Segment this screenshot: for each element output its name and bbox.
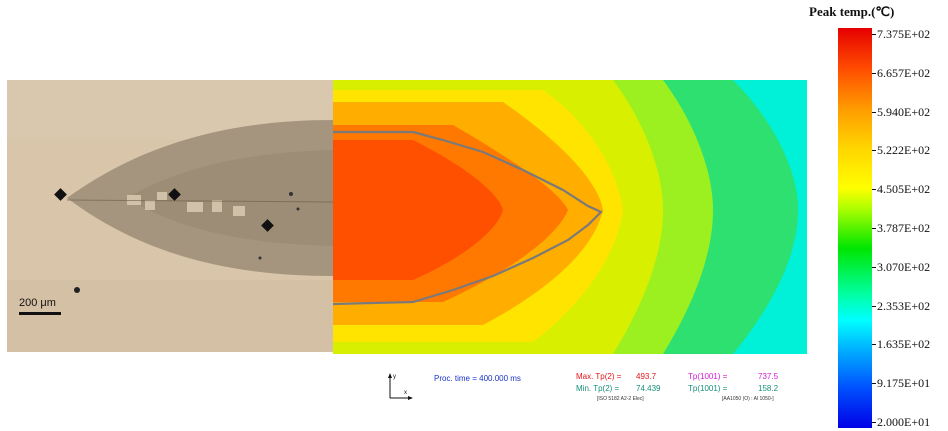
colorbar-tick — [872, 383, 876, 385]
colorbar-tick — [872, 72, 876, 74]
tp1001-min-value: 158.2 — [758, 384, 779, 393]
colorbar-label: 7.375E+02 — [877, 27, 931, 41]
axis-triad-icon: y x — [388, 373, 413, 400]
colorbar-label: 3.787E+02 — [877, 221, 931, 235]
colorbar-label: 6.657E+02 — [877, 65, 931, 80]
indent-mark — [168, 188, 181, 201]
colorbar-label: 9.175E+01 — [877, 376, 931, 391]
axis-y-label: y — [393, 374, 396, 380]
indent-mark — [54, 188, 67, 201]
material-left-text: [ISO 5182 A2-2 Elec] — [597, 396, 644, 402]
colorbar-label: 1.635E+02 — [877, 337, 931, 352]
colorbar-tick — [872, 305, 876, 307]
colorbar-tick — [872, 150, 876, 152]
tp1001-max-value: 737.5 — [758, 372, 779, 381]
scale-bar-label: 200 μm — [19, 297, 56, 309]
colorbar-label: 5.940E+02 — [877, 104, 931, 119]
colorbar-label: 2.000E+01 — [877, 415, 931, 429]
colorbar-tick — [872, 34, 876, 35]
colorbar-title: Peak temp.(℃) — [809, 4, 895, 19]
simulation-contour — [333, 80, 807, 354]
axis-x-label: x — [404, 390, 407, 396]
colorbar-tick — [872, 344, 876, 346]
tp1001-max-label: Tp(1001) = — [688, 372, 728, 381]
colorbar-tick — [872, 266, 876, 268]
colorbar-tick — [872, 111, 876, 113]
colorbar-gradient — [838, 28, 872, 428]
micrograph-image — [7, 80, 333, 352]
indent-mark — [261, 219, 274, 232]
proc-time-text: Proc. time = 400.000 ms — [434, 374, 521, 383]
colorbar-tick — [872, 228, 876, 229]
colorbar-tick — [872, 189, 876, 191]
min-tp2-value: 74.439 — [636, 384, 661, 393]
micrograph-panel: 200 μm — [7, 80, 333, 352]
scale-bar — [19, 312, 61, 315]
colorbar-label: 3.070E+02 — [877, 259, 931, 274]
max-tp2-value: 493.7 — [636, 372, 657, 381]
temperature-contour — [333, 80, 807, 354]
colorbar-label: 2.353E+02 — [877, 298, 931, 313]
tp1001-min-label: Tp(1001) = — [688, 384, 728, 393]
min-tp2-label: Min. Tp(2) = — [576, 384, 620, 393]
colorbar-label: 4.505E+02 — [877, 182, 931, 197]
colorbar-tick — [872, 422, 876, 423]
melt-boundary-line — [333, 130, 603, 306]
material-right-text: [AA1050 (O) : Al 1050-] — [722, 396, 774, 402]
max-tp2-label: Max. Tp(2) = — [576, 372, 622, 381]
colorbar-label: 5.222E+02 — [877, 143, 931, 158]
